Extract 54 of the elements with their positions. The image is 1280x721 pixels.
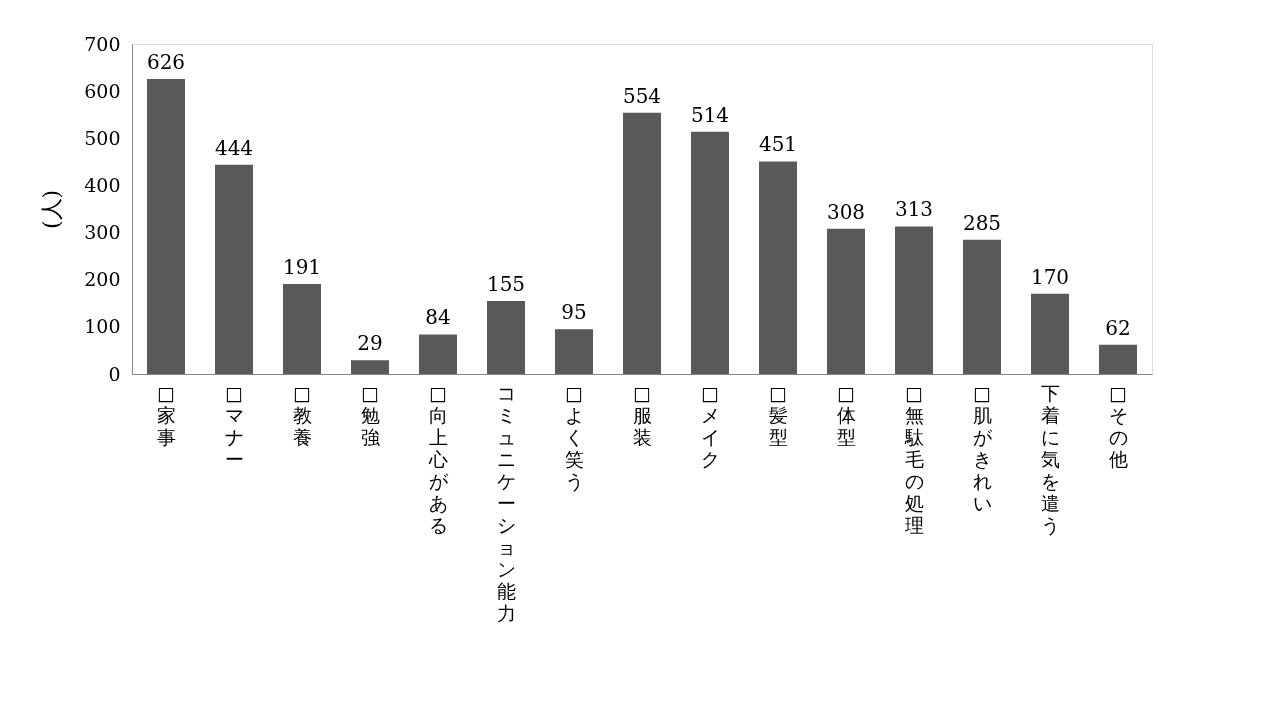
y-tick-label: 100 [84, 315, 121, 338]
y-tick-label: 0 [108, 362, 121, 385]
data-label: 285 [962, 210, 1002, 235]
x-tick-label: □教養 [292, 381, 312, 448]
data-label: 444 [214, 135, 254, 160]
x-tick-label: □メイク [700, 381, 720, 470]
data-label: 84 [425, 305, 451, 330]
category-label: コミュニケーション能力 [496, 381, 516, 624]
bar [963, 239, 1001, 374]
data-label: 626 [146, 49, 186, 74]
x-tick-label: □よく笑う [564, 381, 584, 492]
data-label: 95 [561, 300, 587, 325]
data-label: 170 [1030, 264, 1070, 289]
data-label: 155 [486, 271, 526, 296]
x-tick-label: 下着に気を遣う [1040, 381, 1060, 536]
bar [419, 334, 457, 374]
y-tick-label: 700 [84, 32, 121, 55]
y-tick-label: 400 [84, 173, 121, 196]
bar [555, 329, 593, 374]
bar [1099, 344, 1137, 374]
y-tick-label: 600 [84, 79, 121, 102]
bar [1031, 293, 1069, 374]
x-tick-label: □家事 [156, 381, 176, 448]
bar [827, 228, 865, 374]
y-tick-label: 300 [84, 221, 121, 244]
x-tick-label: □その他 [1108, 381, 1128, 470]
bar [623, 112, 661, 374]
bar [691, 131, 729, 374]
x-tick-label: □体型 [836, 381, 856, 448]
bar [215, 164, 253, 374]
y-tick-label: 200 [84, 268, 121, 291]
y-axis-title: (人) [39, 189, 65, 230]
x-tick-label: □服装 [632, 381, 652, 448]
x-tick-label: □無駄毛の処理 [903, 381, 924, 536]
x-tick-label: □向上心がある [427, 381, 449, 536]
data-label: 554 [622, 83, 662, 108]
data-label: 62 [1105, 315, 1131, 340]
y-tick-label: 500 [84, 126, 121, 149]
bar [487, 300, 525, 374]
x-tick-label: □マナー [224, 381, 244, 470]
data-label: 514 [690, 102, 730, 127]
bar [147, 78, 185, 374]
bar [895, 226, 933, 374]
data-label: 29 [357, 331, 383, 356]
data-label: 308 [826, 199, 866, 224]
data-label: 313 [894, 197, 934, 222]
bar [759, 161, 797, 374]
data-label: 451 [758, 132, 798, 157]
x-tick-label: □髪型 [768, 381, 788, 448]
bar [283, 283, 321, 374]
x-tick-label: □勉強 [360, 381, 380, 448]
bar [351, 360, 389, 374]
x-tick-label: □肌がきれい [972, 381, 993, 514]
data-label: 191 [282, 254, 322, 279]
